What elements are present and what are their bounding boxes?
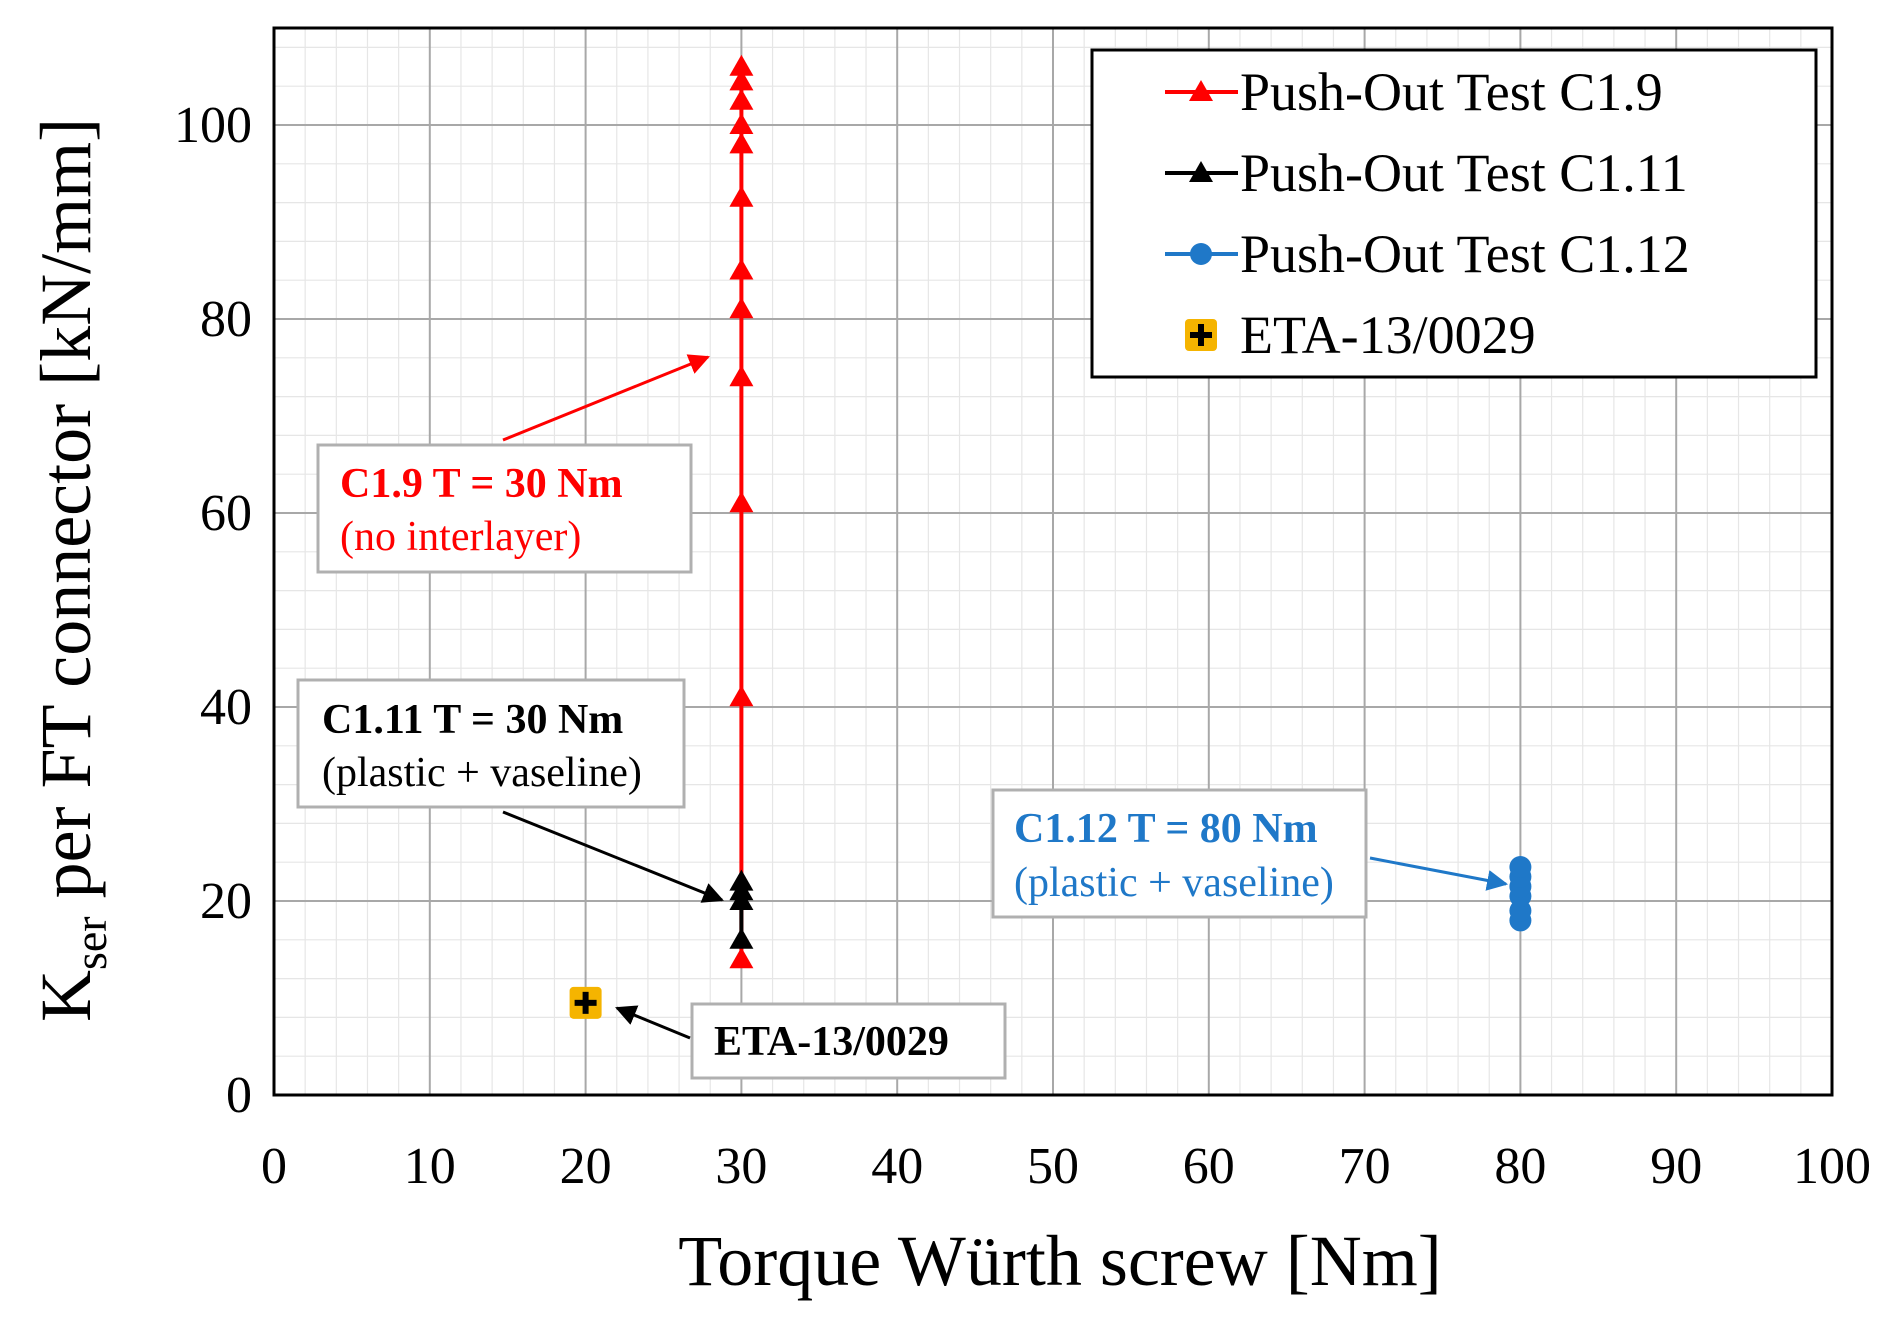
y-axis-tick-labels: 0 20 40 60 80 100 (174, 97, 252, 1124)
x-tick-label: 10 (404, 1138, 456, 1195)
x-axis-tick-labels: 0 10 20 30 40 50 60 70 80 90 100 (261, 1138, 1871, 1195)
series-layer (569, 54, 1532, 1019)
x-tick-label: 40 (871, 1138, 923, 1195)
annotation-c112-title: C1.12 T = 80 Nm (1014, 806, 1318, 852)
data-point-series-0 (729, 365, 754, 387)
annotation-c111-title: C1.11 T = 30 Nm (322, 697, 623, 743)
data-point-series-0 (729, 258, 754, 280)
plot-area-frame (272, 26, 1834, 1097)
data-point-series-0 (729, 185, 754, 207)
data-point-series-0 (729, 69, 754, 91)
x-tick-label: 20 (560, 1138, 612, 1195)
annotation-c112-arrow (1369, 856, 1509, 891)
y-tick-label: 100 (174, 97, 252, 154)
annotation-c111: C1.11 T = 30 Nm (plastic + vaseline) (296, 678, 724, 903)
annotation-c111-arrow (502, 810, 724, 903)
annotation-c112-subtitle: (plastic + vaseline) (1014, 860, 1334, 906)
legend-swatch-marker (1189, 80, 1213, 101)
x-tick-label: 90 (1650, 1138, 1702, 1195)
x-axis-title: Torque Würth screw [Nm] (678, 1221, 1441, 1301)
y-axis-title-main: K (26, 970, 106, 1022)
annotation-c111-subtitle: (plastic + vaseline) (322, 750, 642, 796)
data-point-series-0 (729, 132, 754, 154)
data-point-series-0 (729, 685, 754, 707)
x-tick-label: 50 (1027, 1138, 1079, 1195)
legend-swatch-marker (1189, 161, 1213, 182)
data-point-series-0 (729, 54, 754, 76)
y-tick-label: 60 (200, 485, 252, 542)
data-point-series-0 (729, 88, 754, 110)
data-point-series-2 (1509, 856, 1532, 879)
series-1 (729, 869, 754, 949)
data-point-eta-plus-v (1198, 324, 1204, 346)
y-axis-title: Kser per FT connector [kN/mm] (26, 118, 116, 1022)
legend-item-3: ETA-13/0029 (1185, 305, 1536, 365)
annotation-c111-box (296, 678, 686, 809)
legend-label: Push-Out Test C1.9 (1240, 62, 1663, 122)
data-point-eta-plus-v (582, 991, 589, 1014)
y-tick-label: 40 (200, 679, 252, 736)
data-point-series-3 (569, 986, 602, 1019)
data-point-series-0 (729, 491, 754, 513)
x-tick-label: 100 (1793, 1138, 1871, 1195)
annotation-c112: C1.12 T = 80 Nm (plastic + vaseline) (991, 788, 1509, 919)
x-tick-label: 80 (1494, 1138, 1546, 1195)
annotation-c19-box (316, 443, 693, 574)
y-axis-title-subscript: ser (65, 916, 116, 970)
legend-label: Push-Out Test C1.11 (1240, 143, 1688, 203)
y-tick-label: 0 (226, 1067, 252, 1124)
annotation-c19: C1.9 T = 30 Nm (no interlayer) (316, 354, 710, 574)
x-tick-label: 0 (261, 1138, 287, 1195)
legend: Push-Out Test C1.9 Push-Out Test C1.11 Pus… (1090, 48, 1818, 379)
legend-label: Push-Out Test C1.12 (1240, 224, 1690, 284)
y-tick-label: 80 (200, 291, 252, 348)
x-tick-label: 70 (1339, 1138, 1391, 1195)
annotation-c112-box (991, 788, 1368, 919)
series-3 (569, 986, 602, 1019)
series-2 (1509, 856, 1532, 932)
legend-item-0: Push-Out Test C1.9 (1165, 62, 1663, 122)
annotation-c19-arrow (502, 354, 710, 442)
legend-label: ETA-13/0029 (1240, 305, 1536, 365)
annotation-eta-label: ETA-13/0029 (714, 1019, 949, 1065)
y-axis-title-rest: per FT connector [kN/mm] (26, 118, 106, 916)
data-point-series-0 (729, 297, 754, 319)
x-tick-label: 30 (715, 1138, 767, 1195)
annotation-eta: ETA-13/0029 (615, 1002, 1007, 1080)
x-tick-label: 60 (1183, 1138, 1235, 1195)
annotation-eta-box (690, 1002, 1007, 1080)
y-tick-label: 20 (200, 873, 252, 930)
annotation-c19-subtitle: (no interlayer) (340, 514, 581, 560)
data-point-series-1 (729, 869, 754, 891)
data-point-series-0 (729, 113, 754, 134)
annotation-eta-arrow (615, 1005, 691, 1040)
legend-swatch-marker (1190, 243, 1212, 265)
series-0 (729, 54, 754, 969)
legend-item-2: Push-Out Test C1.12 (1165, 224, 1690, 284)
legend-swatch-marker (1185, 319, 1217, 351)
data-point-series-1 (729, 927, 754, 949)
annotation-c19-title: C1.9 T = 30 Nm (340, 461, 623, 507)
legend-item-1: Push-Out Test C1.11 (1165, 143, 1688, 203)
data-point-series-0 (729, 947, 754, 969)
